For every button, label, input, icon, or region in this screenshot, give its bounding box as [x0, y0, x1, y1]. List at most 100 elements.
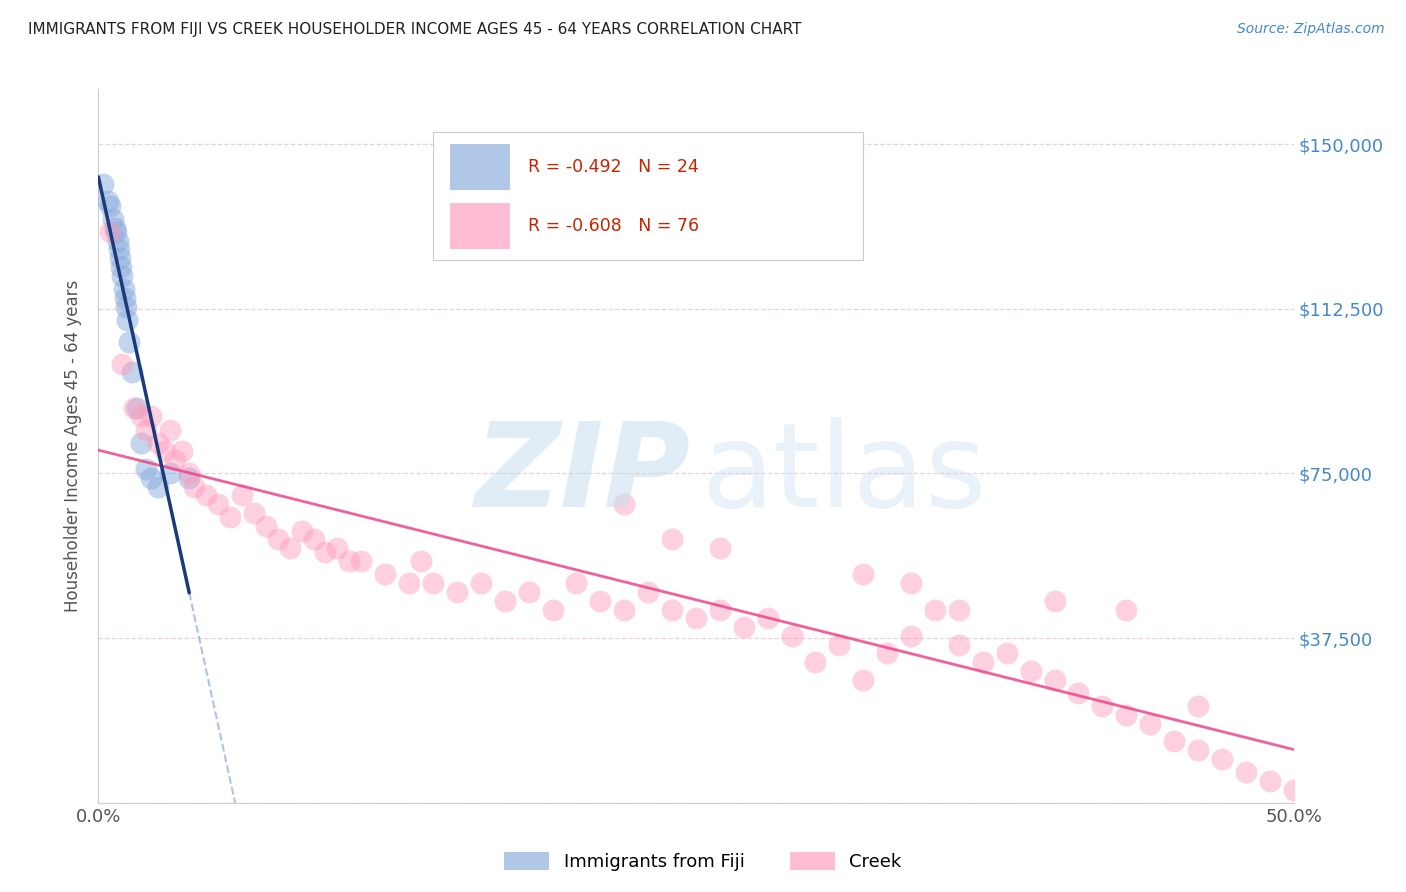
- Point: [446, 585, 468, 599]
- Point: [131, 409, 153, 424]
- Point: [148, 435, 170, 450]
- Point: [172, 444, 194, 458]
- Point: [709, 541, 731, 555]
- Point: [302, 533, 325, 547]
- Point: [1019, 664, 1042, 678]
- Point: [972, 655, 994, 669]
- Point: [159, 467, 181, 481]
- Point: [565, 576, 588, 591]
- Point: [219, 510, 242, 524]
- Point: [231, 488, 253, 502]
- Point: [1043, 673, 1066, 687]
- Point: [470, 576, 492, 591]
- Point: [105, 225, 128, 239]
- Point: [139, 409, 162, 424]
- Point: [155, 444, 177, 458]
- Point: [114, 291, 136, 305]
- Point: [411, 554, 433, 568]
- Point: [1067, 686, 1090, 700]
- Point: [517, 585, 540, 599]
- Point: [1043, 594, 1066, 608]
- Point: [135, 462, 157, 476]
- Point: [124, 401, 146, 415]
- Point: [315, 545, 337, 559]
- Point: [637, 585, 659, 599]
- Point: [589, 594, 612, 608]
- Point: [876, 647, 898, 661]
- Point: [326, 541, 349, 555]
- Point: [1234, 765, 1257, 780]
- Point: [709, 602, 731, 616]
- Point: [290, 524, 312, 538]
- Point: [108, 252, 131, 266]
- Point: [948, 602, 970, 616]
- Point: [350, 554, 373, 568]
- Point: [254, 519, 277, 533]
- Point: [179, 471, 201, 485]
- Point: [494, 594, 516, 608]
- Point: [98, 198, 122, 212]
- Point: [112, 282, 135, 296]
- Point: [115, 312, 138, 326]
- Point: [900, 629, 922, 643]
- Point: [91, 177, 114, 191]
- Point: [948, 638, 970, 652]
- Point: [179, 467, 201, 481]
- Point: [115, 300, 138, 314]
- Point: [1187, 743, 1209, 757]
- Point: [613, 602, 636, 616]
- Point: [1187, 699, 1209, 714]
- Point: [110, 260, 132, 274]
- Point: [118, 334, 141, 349]
- Point: [135, 423, 157, 437]
- Point: [541, 602, 564, 616]
- Point: [780, 629, 803, 643]
- Point: [398, 576, 420, 591]
- Point: [1258, 773, 1281, 788]
- Point: [1163, 734, 1185, 748]
- Text: atlas: atlas: [702, 417, 987, 532]
- Point: [278, 541, 301, 555]
- Point: [1115, 602, 1137, 616]
- Point: [1139, 716, 1161, 731]
- Point: [107, 234, 129, 248]
- Point: [111, 268, 134, 283]
- Legend: Immigrants from Fiji, Creek: Immigrants from Fiji, Creek: [498, 845, 908, 879]
- Point: [828, 638, 851, 652]
- Point: [613, 497, 636, 511]
- Point: [339, 554, 360, 568]
- Point: [139, 471, 162, 485]
- Point: [121, 366, 143, 380]
- Point: [1115, 708, 1137, 723]
- Point: [995, 647, 1018, 661]
- Point: [148, 480, 170, 494]
- Text: ZIP: ZIP: [474, 417, 690, 532]
- Point: [900, 576, 922, 591]
- Point: [733, 620, 755, 634]
- Text: Source: ZipAtlas.com: Source: ZipAtlas.com: [1237, 22, 1385, 37]
- Point: [1211, 752, 1233, 766]
- Point: [207, 497, 229, 511]
- Point: [98, 225, 122, 239]
- Point: [852, 567, 875, 582]
- Point: [101, 211, 124, 226]
- Point: [183, 480, 205, 494]
- Point: [267, 533, 290, 547]
- Point: [756, 611, 779, 625]
- Point: [661, 533, 683, 547]
- Point: [111, 357, 134, 371]
- Point: [97, 194, 120, 209]
- Point: [804, 655, 827, 669]
- Point: [243, 506, 266, 520]
- Point: [1091, 699, 1114, 714]
- Point: [924, 602, 946, 616]
- Text: IMMIGRANTS FROM FIJI VS CREEK HOUSEHOLDER INCOME AGES 45 - 64 YEARS CORRELATION : IMMIGRANTS FROM FIJI VS CREEK HOUSEHOLDE…: [28, 22, 801, 37]
- Point: [685, 611, 707, 625]
- Point: [374, 567, 396, 582]
- Y-axis label: Householder Income Ages 45 - 64 years: Householder Income Ages 45 - 64 years: [65, 280, 83, 612]
- Point: [107, 243, 129, 257]
- Point: [125, 401, 148, 415]
- Point: [194, 488, 218, 502]
- Point: [852, 673, 875, 687]
- Point: [1282, 782, 1305, 797]
